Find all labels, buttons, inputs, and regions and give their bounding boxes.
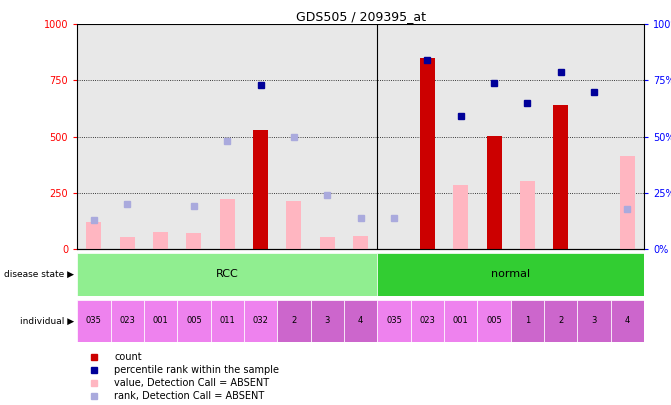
Text: 035: 035 [386,316,402,326]
Bar [377,253,644,296]
Bar [177,300,211,342]
Text: 011: 011 [219,316,235,326]
Text: disease state ▶: disease state ▶ [4,270,74,279]
Bar [578,24,611,249]
Text: normal: normal [491,269,530,279]
Bar [277,24,311,249]
Bar [87,222,101,249]
Bar [320,237,335,249]
Bar [411,300,444,342]
Bar [544,300,578,342]
Text: 3: 3 [591,316,597,326]
Bar [444,300,477,342]
Bar [477,300,511,342]
Bar [611,300,644,342]
Bar [311,24,344,249]
Bar [620,156,635,249]
Bar [77,24,111,249]
Text: 035: 035 [86,316,102,326]
Text: 001: 001 [453,316,468,326]
Title: GDS505 / 209395_at: GDS505 / 209395_at [296,10,425,23]
Bar [187,233,201,249]
Bar [578,300,611,342]
Bar [244,24,277,249]
Bar [453,185,468,249]
Bar [111,300,144,342]
Text: individual ▶: individual ▶ [19,316,74,326]
Text: value, Detection Call = ABSENT: value, Detection Call = ABSENT [114,378,269,388]
Bar [544,24,578,249]
Text: 001: 001 [153,316,168,326]
Bar [177,24,211,249]
Bar [444,24,477,249]
Bar [119,237,135,249]
Bar [554,105,568,249]
Bar [420,58,435,249]
Bar [477,24,511,249]
Bar [344,300,377,342]
Bar [153,232,168,249]
Bar [111,24,144,249]
Bar [211,24,244,249]
Text: 2: 2 [558,316,564,326]
Text: 032: 032 [253,316,268,326]
Bar [511,24,544,249]
Bar [520,181,535,249]
Bar [77,300,111,342]
Bar [77,253,377,296]
Bar [353,236,368,249]
Text: 023: 023 [119,316,135,326]
Bar [144,24,177,249]
Text: 023: 023 [419,316,435,326]
Text: 4: 4 [625,316,630,326]
Bar [219,198,235,249]
Bar [311,300,344,342]
Bar [344,24,377,249]
Bar [611,24,644,249]
Bar [244,300,277,342]
Text: 3: 3 [325,316,330,326]
Text: RCC: RCC [216,269,239,279]
Bar [211,300,244,342]
Text: count: count [114,352,142,362]
Text: 005: 005 [486,316,502,326]
Bar [287,201,301,249]
Text: 005: 005 [186,316,202,326]
Bar [377,300,411,342]
Text: 1: 1 [525,316,530,326]
Bar [411,24,444,249]
Bar [511,300,544,342]
Bar [486,136,502,249]
Bar [277,300,311,342]
Bar [253,130,268,249]
Bar [377,24,411,249]
Text: rank, Detection Call = ABSENT: rank, Detection Call = ABSENT [114,390,264,401]
Text: percentile rank within the sample: percentile rank within the sample [114,365,279,375]
Text: 2: 2 [291,316,297,326]
Text: 4: 4 [358,316,363,326]
Bar [144,300,177,342]
